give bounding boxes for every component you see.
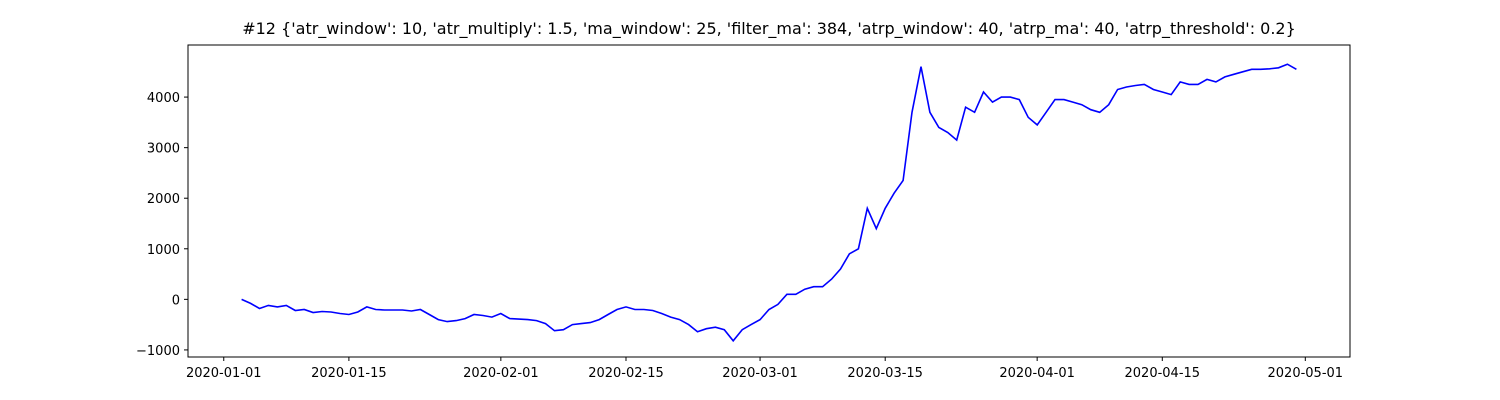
chart-title: #12 {'atr_window': 10, 'atr_multiply': 1…	[242, 19, 1296, 39]
y-tick-label: 2000	[147, 192, 180, 207]
y-tick-label: −1000	[136, 344, 180, 359]
x-tick-label: 2020-02-01	[463, 366, 539, 381]
y-tick-label: 0	[172, 293, 180, 308]
y-tick-label: 1000	[147, 243, 180, 258]
x-tick-label: 2020-05-01	[1268, 366, 1344, 381]
x-tick-label: 2020-04-15	[1125, 366, 1201, 381]
x-tick-label: 2020-01-15	[311, 366, 387, 381]
y-tick-label: 4000	[147, 91, 180, 106]
plot-frame	[187, 44, 1351, 358]
x-tick-label: 2020-03-01	[722, 366, 798, 381]
x-tick-label: 2020-04-01	[999, 366, 1075, 381]
x-tick-label: 2020-02-15	[588, 366, 664, 381]
series-line	[241, 63, 1297, 343]
x-tick-label: 2020-01-01	[186, 366, 262, 381]
y-tick-label: 3000	[147, 142, 180, 157]
x-tick-label: 2020-03-15	[847, 366, 923, 381]
